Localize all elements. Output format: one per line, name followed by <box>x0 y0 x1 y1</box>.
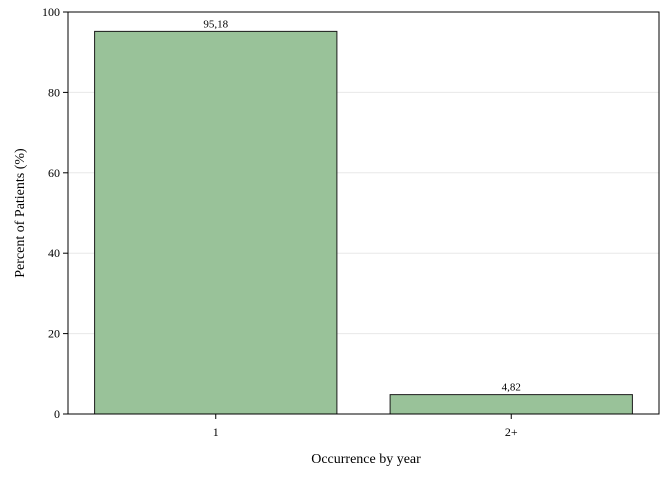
y-tick-label: 20 <box>48 327 60 341</box>
data-labels: 95,18 4,82 <box>203 18 521 393</box>
y-axis-title: Percent of Patients (%) <box>13 148 28 278</box>
x-axis-ticks: 1 2+ <box>213 414 518 439</box>
plot-frame <box>67 11 660 415</box>
bar-value-label: 4,82 <box>502 382 521 394</box>
bar-1 <box>94 30 338 415</box>
bar-value-label: 95,18 <box>203 18 228 30</box>
x-tick-label: 2+ <box>505 425 518 439</box>
y-tick-label: 40 <box>48 246 60 260</box>
y-tick-label: 100 <box>42 5 60 19</box>
y-tick-label: 80 <box>48 85 60 99</box>
bar-2 <box>389 394 633 415</box>
x-axis-title: Occurrence by year <box>311 452 421 467</box>
y-axis-ticks: 0 20 40 60 80 100 <box>42 5 68 421</box>
y-tick-label: 0 <box>54 407 60 421</box>
x-tick-label: 1 <box>213 425 219 439</box>
bars <box>94 30 633 415</box>
y-tick-label: 60 <box>48 166 60 180</box>
